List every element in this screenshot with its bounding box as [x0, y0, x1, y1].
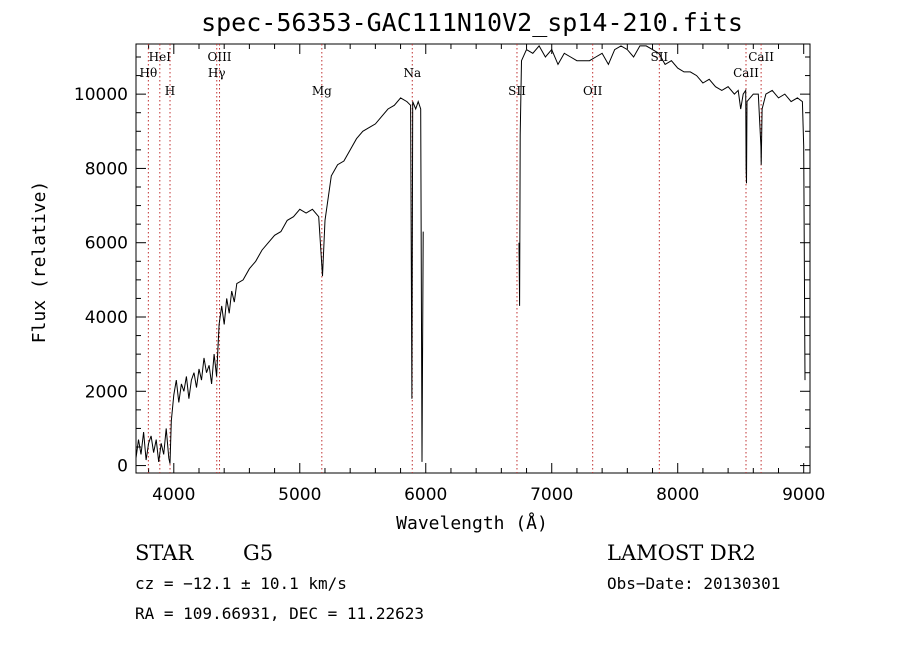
y-tick-label: 4000 [85, 308, 128, 328]
axes: 4000 5000 6000 7000 8000 9000 0 2000 4000 6000 800… [74, 43, 825, 505]
line-marker-label: CaII [733, 66, 759, 80]
line-marker-label: HeI [149, 50, 172, 64]
plot-frame [135, 43, 811, 474]
line-marker-label: Mg [312, 84, 332, 98]
y-tick-label: 8000 [85, 159, 128, 179]
line-marker-label: SII [650, 50, 668, 64]
object-subclass: G5 [243, 541, 273, 565]
object-class: STAR [135, 541, 194, 565]
chart-title: spec-56353-GAC111N10V2_sp14-210.fits [201, 8, 743, 37]
x-tick-label: 4000 [152, 485, 195, 505]
x-axis-label: Wavelength (Å) [396, 512, 548, 534]
line-marker-label: Na [403, 66, 421, 80]
y-tick-label: 2000 [85, 382, 128, 402]
line-marker-label: OIII [207, 50, 231, 64]
survey-name: LAMOST DR2 [607, 541, 756, 565]
series-group [135, 45, 806, 464]
y-axis-label: Flux (relative) [29, 181, 50, 344]
y-tick-label: 6000 [85, 234, 128, 254]
line-marker-label: OII [583, 84, 603, 98]
line-marker-label: SII [508, 84, 526, 98]
x-tick-label: 8000 [656, 485, 699, 505]
spectrum-line [135, 45, 806, 464]
observation-date: Obs−Date: 20130301 [607, 574, 780, 593]
line-marker-label: H [165, 84, 175, 98]
line-marker-label: Hγ [208, 66, 226, 80]
x-tick-label: 6000 [404, 485, 447, 505]
redshift-cz: cz = −12.1 ± 10.1 km/s [135, 574, 347, 593]
coordinates: RA = 109.66931, DEC = 11.22623 [135, 604, 424, 623]
x-tick-label: 9000 [782, 485, 825, 505]
line-marker-label: Hθ [139, 66, 157, 80]
y-tick-label: 10000 [74, 85, 128, 105]
y-tick-label: 0 [117, 457, 128, 477]
line-marker-label: CaII [748, 50, 774, 64]
spectral-line-markers: Hθ HeI H Hγ OIII Mg Na SII OII SII CaII CaII [139, 44, 774, 473]
x-tick-label: 5000 [278, 485, 321, 505]
x-tick-label: 7000 [530, 485, 573, 505]
